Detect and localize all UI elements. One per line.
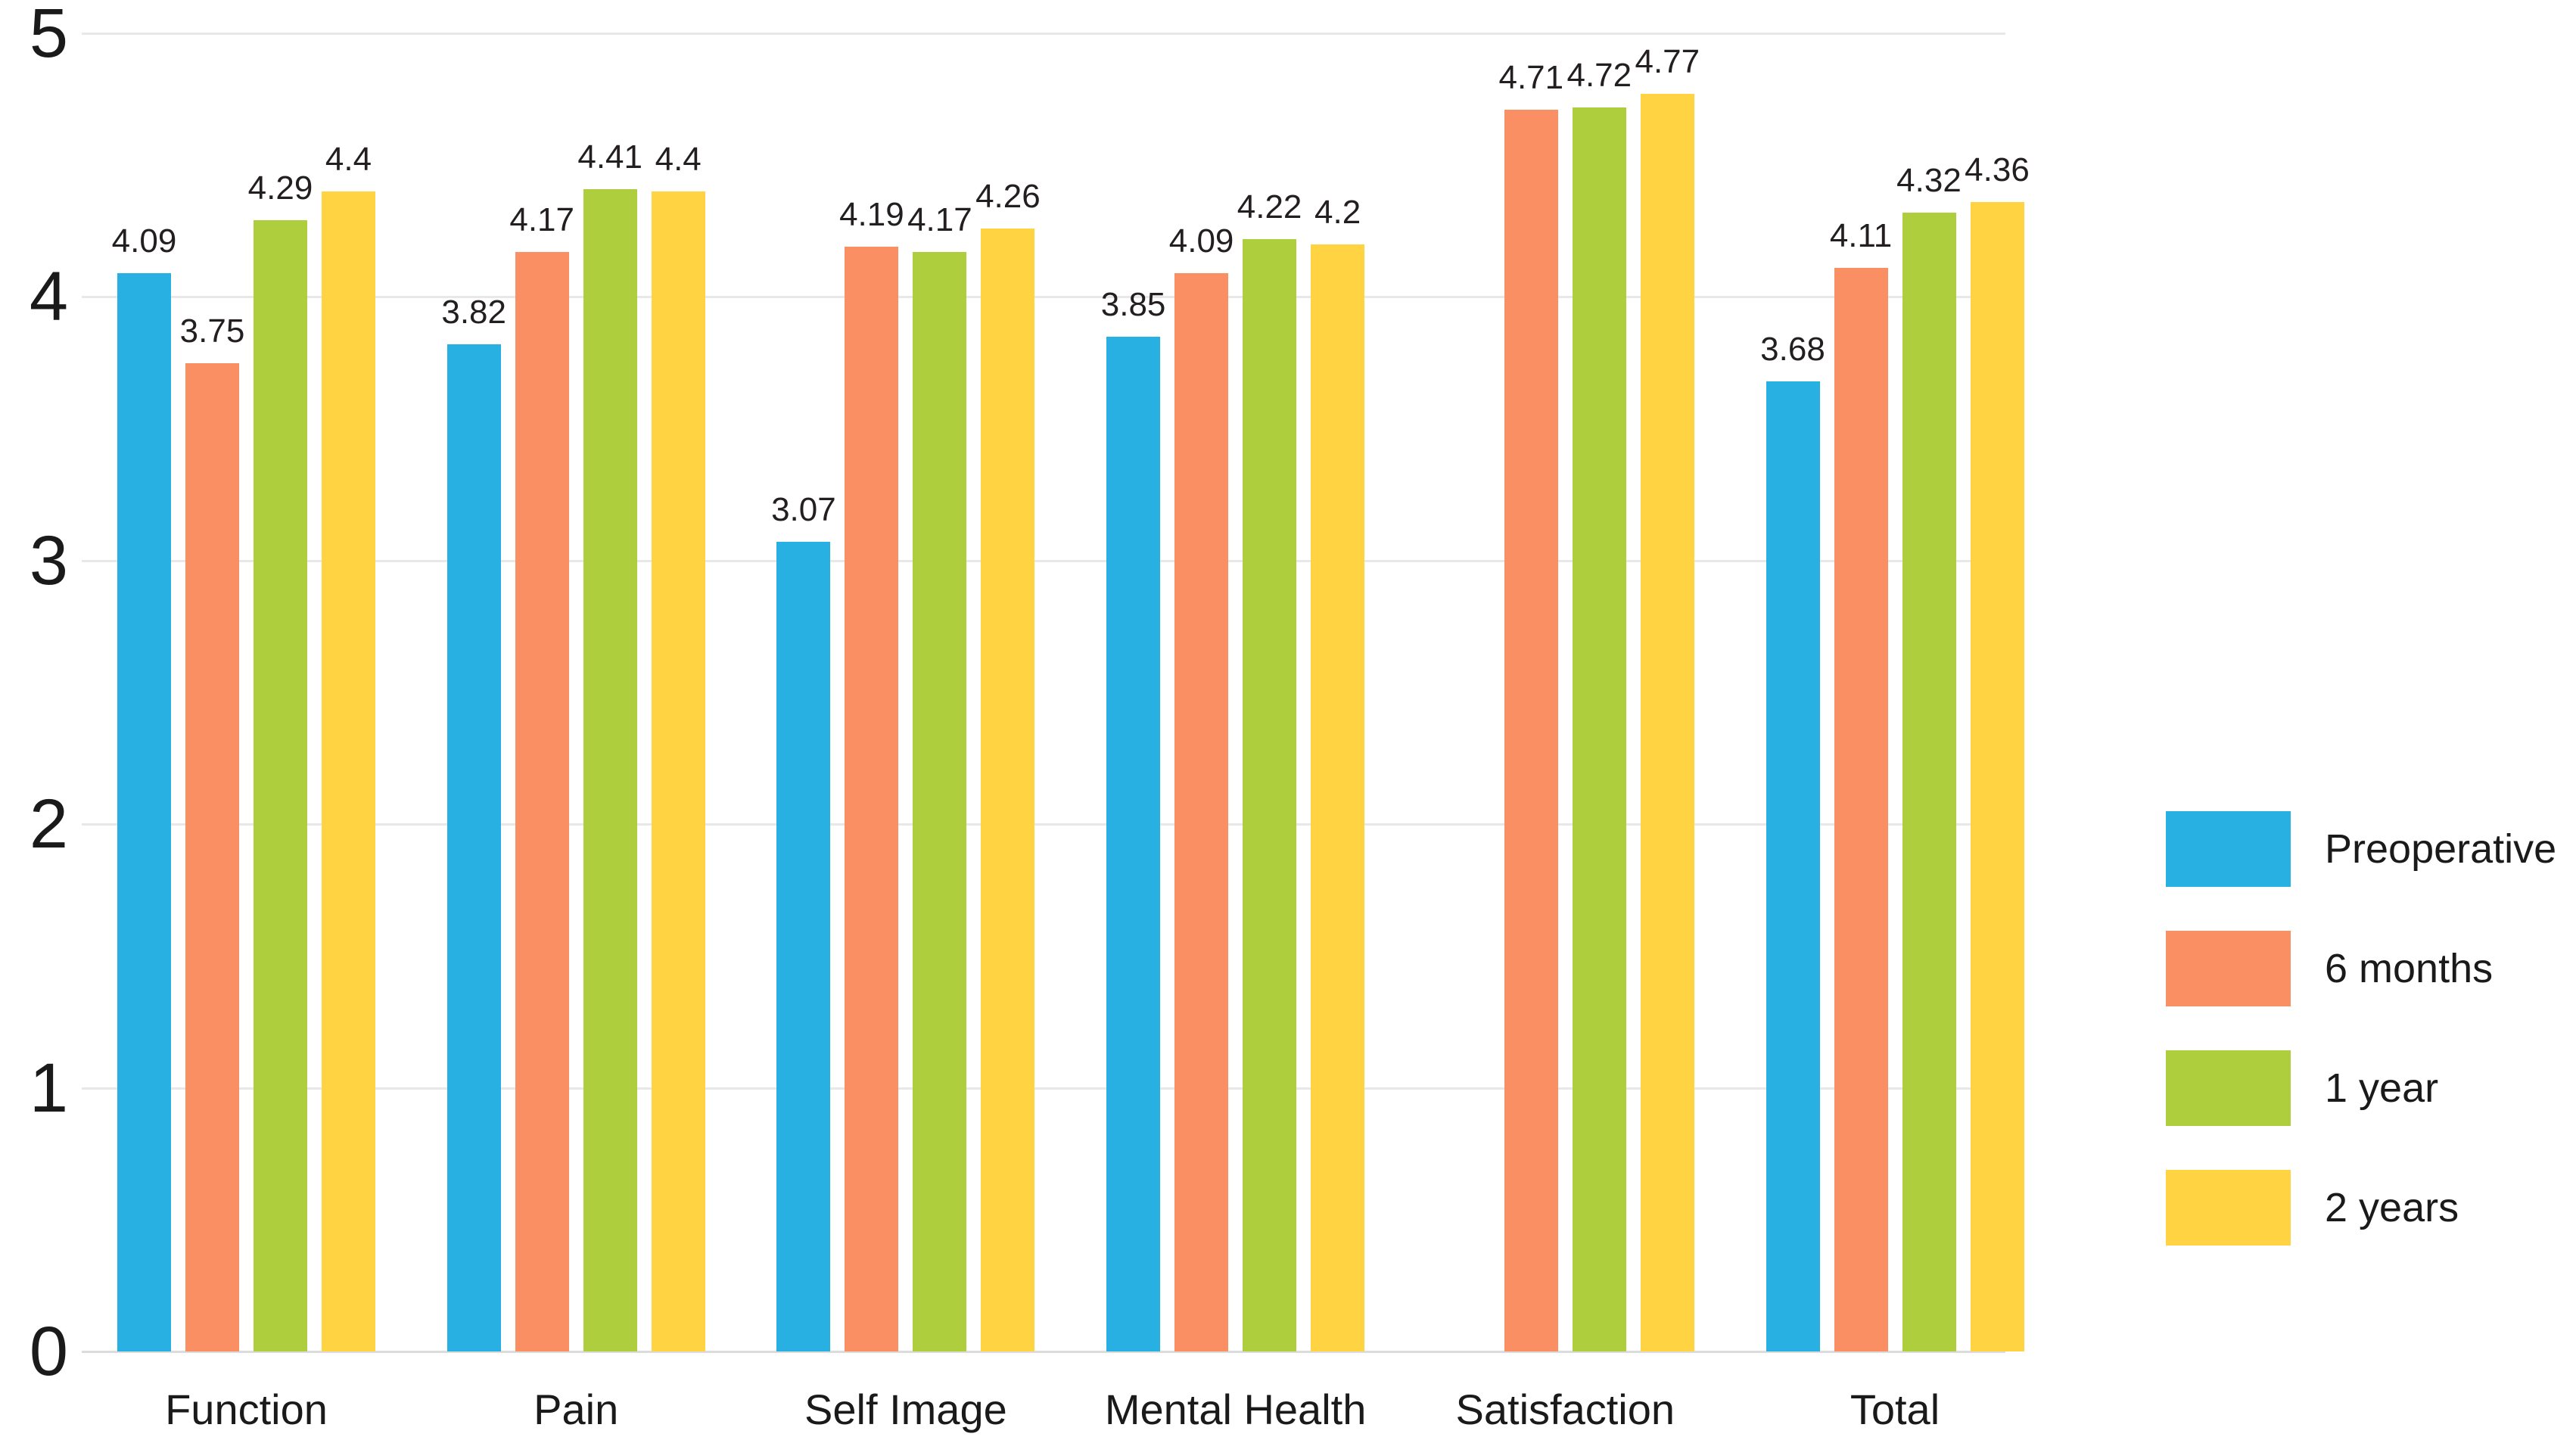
y-tick-label-5: 5	[29, 0, 68, 72]
y-tick-label-1: 1	[29, 1049, 68, 1127]
legend-label-2-years: 2 years	[2325, 1185, 2459, 1230]
y-tick-label-4: 4	[29, 258, 68, 336]
value-label-1-year-pain: 4.41	[577, 138, 642, 176]
value-label-preoperative-self-image: 3.07	[771, 491, 836, 529]
value-label-2-years-mental-health: 4.2	[1314, 193, 1361, 231]
bar-6-months-function	[185, 362, 239, 1351]
legend-row-preoperative: Preoperative	[2166, 811, 2556, 887]
gridline-3	[82, 559, 2005, 562]
bar-6-months-self-image	[845, 247, 899, 1351]
value-label-preoperative-mental-health: 3.85	[1100, 285, 1166, 323]
legend-label-1-year: 1 year	[2325, 1065, 2439, 1111]
value-label-6-months-mental-health: 4.09	[1168, 222, 1234, 260]
value-label-6-months-function: 3.75	[179, 312, 245, 350]
value-label-2-years-satisfaction: 4.77	[1635, 43, 1700, 81]
x-category-label-mental-health: Mental Health	[1104, 1386, 1367, 1433]
value-label-6-months-pain: 4.17	[509, 201, 574, 239]
value-label-6-months-total: 4.11	[1829, 217, 1893, 255]
value-label-2-years-self-image: 4.26	[975, 177, 1041, 215]
legend-swatch-6-months	[2166, 931, 2291, 1006]
y-tick-label-2: 2	[29, 785, 68, 863]
bar-2-years-function	[322, 191, 375, 1351]
value-label-1-year-function: 4.29	[247, 170, 313, 207]
bar-6-months-pain	[515, 252, 569, 1351]
value-label-2-years-total: 4.36	[1965, 151, 2030, 188]
x-category-label-self-image: Self Image	[804, 1386, 1007, 1433]
legend-row-2-years: 2 years	[2166, 1170, 2459, 1246]
legend-swatch-preoperative	[2166, 811, 2291, 887]
bar-preoperative-pain	[446, 344, 501, 1351]
gridline-5	[82, 33, 2005, 35]
value-label-2-years-function: 4.4	[325, 141, 372, 179]
legend-label-6-months: 6 months	[2325, 946, 2494, 991]
x-category-label-total: Total	[1850, 1386, 1940, 1433]
legend-swatch-2-years	[2166, 1170, 2291, 1246]
legend-row-6-months: 6 months	[2166, 931, 2493, 1006]
y-tick-label-3: 3	[29, 521, 68, 599]
value-label-preoperative-total: 3.68	[1760, 330, 1825, 368]
bar-6-months-mental-health	[1174, 273, 1229, 1351]
y-tick-label-0: 0	[29, 1313, 68, 1390]
value-label-1-year-mental-health: 4.22	[1237, 188, 1302, 225]
bar-2-years-total	[1970, 201, 2024, 1351]
bar-2-years-mental-health	[1311, 244, 1365, 1351]
value-label-6-months-self-image: 4.19	[839, 196, 904, 234]
gridline-2	[82, 823, 2005, 826]
x-category-label-function: Function	[165, 1386, 328, 1433]
value-label-preoperative-pain: 3.82	[441, 294, 506, 331]
value-label-preoperative-function: 4.09	[111, 222, 177, 260]
bar-6-months-satisfaction	[1504, 110, 1558, 1351]
gridline-4	[82, 296, 2005, 299]
value-label-1-year-total: 4.32	[1896, 161, 1962, 199]
bar-preoperative-function	[117, 273, 171, 1351]
legend-swatch-1-year	[2166, 1050, 2291, 1126]
gridline-0	[82, 1351, 2005, 1353]
gridline-1	[82, 1087, 2005, 1090]
x-category-label-satisfaction: Satisfaction	[1455, 1386, 1675, 1433]
bar-1-year-self-image	[913, 252, 967, 1351]
value-label-2-years-pain: 4.4	[655, 141, 702, 179]
bar-2-years-self-image	[981, 228, 1035, 1351]
bar-1-year-mental-health	[1243, 238, 1297, 1351]
bar-1-year-pain	[583, 188, 637, 1351]
bar-1-year-total	[1902, 212, 1956, 1351]
bar-1-year-function	[254, 220, 307, 1351]
legend-label-preoperative: Preoperative	[2325, 826, 2557, 872]
bar-2-years-satisfaction	[1640, 94, 1694, 1351]
value-label-1-year-satisfaction: 4.72	[1566, 56, 1632, 94]
bar-preoperative-total	[1766, 381, 1820, 1351]
bar-preoperative-mental-health	[1106, 336, 1161, 1351]
bar-1-year-satisfaction	[1572, 107, 1626, 1351]
bar-2-years-pain	[651, 191, 705, 1351]
value-label-6-months-satisfaction: 4.71	[1498, 59, 1564, 97]
bar-6-months-total	[1834, 268, 1888, 1351]
value-label-1-year-self-image: 4.17	[907, 201, 972, 239]
x-category-label-pain: Pain	[534, 1386, 619, 1433]
legend-row-1-year: 1 year	[2166, 1050, 2438, 1126]
bar-preoperative-self-image	[776, 542, 831, 1351]
